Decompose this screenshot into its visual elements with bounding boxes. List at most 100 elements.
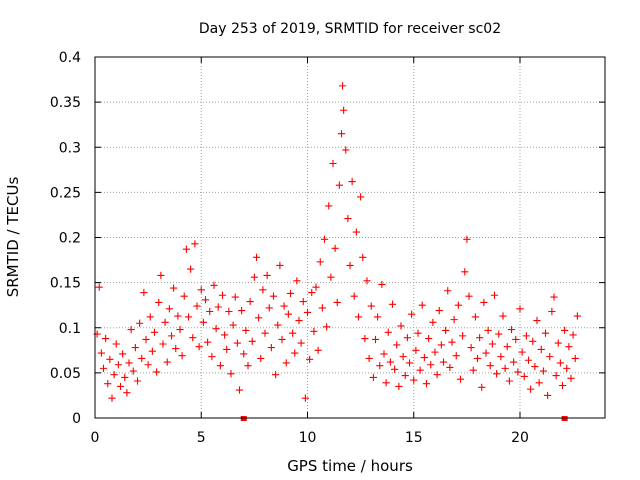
data-point [520,372,528,381]
data-point [357,193,365,201]
data-point [442,326,450,335]
data-point [178,352,186,360]
data-point [554,339,562,347]
x-tick-label: 10 [299,430,317,446]
data-point [255,314,263,322]
data-point [231,293,239,301]
data-point [261,329,269,337]
data-point [548,307,556,316]
data-point [395,382,403,391]
data-series-srmtid [93,82,581,402]
data-point [529,337,537,345]
data-point [142,335,150,344]
data-point [507,325,516,334]
data-point [463,235,471,243]
data-point [269,292,278,300]
data-point [382,379,390,387]
y-tick-label: 0 [72,411,81,427]
data-point [510,358,518,366]
data-point [433,371,441,379]
data-point [104,380,112,388]
data-point [399,353,407,361]
data-point [195,343,203,351]
data-point [218,291,227,299]
data-point [246,297,254,306]
x-axis-tick-labels: 0 5 10 15 20 [91,430,529,446]
data-point [376,362,384,370]
data-point [208,353,216,361]
y-tick-label: 0.05 [50,366,81,382]
data-point [129,367,137,375]
data-point [295,316,303,325]
data-point [344,214,352,223]
data-point [476,334,484,342]
data-point [227,370,235,378]
data-point [518,348,526,356]
data-point [110,371,118,379]
data-point [461,268,469,276]
data-point [552,371,560,380]
y-tick-label: 0.1 [59,321,81,337]
data-point [401,371,409,380]
data-point [493,370,501,378]
data-point [446,363,454,372]
data-point [531,362,539,371]
data-point [306,355,314,363]
y-tick-label: 0.25 [50,185,81,201]
data-point [363,277,371,285]
data-point [537,345,545,354]
x-tick-label: 0 [91,430,100,446]
data-point [308,288,316,297]
data-point [102,334,110,343]
data-point [384,328,392,336]
data-point [159,340,167,348]
data-point [386,358,394,366]
data-point [450,316,458,324]
data-point [371,335,380,344]
data-point [550,293,558,301]
data-point [329,159,337,168]
data-point [501,364,509,372]
data-point [335,181,343,189]
data-point [244,362,252,370]
data-point [558,381,567,390]
data-point [410,376,418,384]
data-point [216,362,224,370]
data-point [172,344,180,353]
x-tick-label: 15 [405,430,423,446]
data-point [437,341,445,349]
data-point [204,338,212,346]
data-point [303,308,312,317]
data-point [541,329,550,337]
data-point [225,307,233,316]
data-point [263,271,271,280]
data-point [133,377,142,385]
data-point [488,340,496,348]
data-point [414,329,422,337]
data-point [391,365,399,373]
data-point [242,326,250,335]
data-point [114,361,122,369]
data-point [380,350,388,358]
data-point [416,366,424,374]
data-point [250,273,258,281]
data-point [522,332,530,340]
data-point [486,362,494,370]
data-point [121,373,129,381]
data-point [286,289,295,298]
data-point [136,319,144,327]
data-point [514,368,522,376]
data-point [201,296,210,304]
data-point [223,345,231,354]
data-point [348,177,356,186]
data-point [573,312,581,320]
data-point [206,307,214,316]
data-point [320,235,329,243]
data-point [272,371,280,379]
data-point [184,313,193,321]
data-point [331,244,339,252]
data-point [284,310,292,318]
data-point [174,312,182,320]
data-point [569,331,577,339]
data-point [512,335,520,344]
